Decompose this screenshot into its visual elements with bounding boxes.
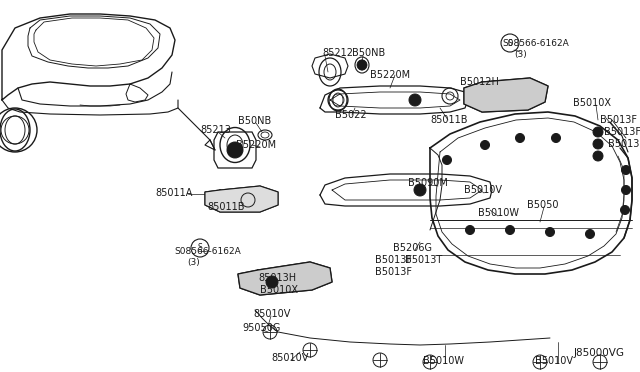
Circle shape bbox=[442, 155, 451, 164]
Text: B5010X: B5010X bbox=[260, 285, 298, 295]
Text: (3): (3) bbox=[187, 259, 200, 267]
Circle shape bbox=[545, 228, 554, 237]
Circle shape bbox=[515, 134, 525, 142]
Text: 95050G: 95050G bbox=[242, 323, 280, 333]
Text: B5022: B5022 bbox=[335, 110, 367, 120]
Text: 85013H: 85013H bbox=[258, 273, 296, 283]
Text: 85011B: 85011B bbox=[430, 115, 467, 125]
Text: B5220M: B5220M bbox=[236, 140, 276, 150]
Text: S08566-6162A: S08566-6162A bbox=[174, 247, 241, 256]
Polygon shape bbox=[464, 78, 548, 112]
Text: S: S bbox=[198, 244, 202, 253]
Text: 85011A: 85011A bbox=[155, 188, 193, 198]
Text: B5013F: B5013F bbox=[375, 255, 412, 265]
Circle shape bbox=[593, 151, 603, 161]
Text: 85212: 85212 bbox=[322, 48, 353, 58]
Text: 85010V: 85010V bbox=[253, 309, 291, 319]
Text: S: S bbox=[508, 38, 513, 48]
Circle shape bbox=[621, 186, 630, 195]
Text: B5010V: B5010V bbox=[464, 185, 502, 195]
Text: B5010V: B5010V bbox=[535, 356, 573, 366]
Text: J85000VG: J85000VG bbox=[574, 348, 625, 358]
Text: B5013F: B5013F bbox=[608, 139, 640, 149]
Text: B5010W: B5010W bbox=[423, 356, 464, 366]
Circle shape bbox=[586, 230, 595, 238]
Text: S08566-6162A: S08566-6162A bbox=[502, 38, 569, 48]
Circle shape bbox=[593, 139, 603, 149]
Circle shape bbox=[227, 142, 243, 158]
Circle shape bbox=[266, 276, 278, 288]
Circle shape bbox=[409, 94, 421, 106]
Text: B5010W: B5010W bbox=[478, 208, 519, 218]
Text: B5013F: B5013F bbox=[604, 127, 640, 137]
Circle shape bbox=[552, 134, 561, 142]
Text: B50NB: B50NB bbox=[352, 48, 385, 58]
Text: (3): (3) bbox=[514, 51, 527, 60]
Circle shape bbox=[593, 127, 603, 137]
Polygon shape bbox=[205, 186, 278, 212]
Polygon shape bbox=[238, 262, 332, 295]
Circle shape bbox=[481, 141, 490, 150]
Text: B5013T: B5013T bbox=[405, 255, 442, 265]
Text: B5050: B5050 bbox=[527, 200, 559, 210]
Text: B5090M: B5090M bbox=[408, 178, 448, 188]
Text: B5010X: B5010X bbox=[573, 98, 611, 108]
Circle shape bbox=[506, 225, 515, 234]
Text: B50NB: B50NB bbox=[238, 116, 271, 126]
Circle shape bbox=[357, 60, 367, 70]
Text: B5013F: B5013F bbox=[600, 115, 637, 125]
Text: 85011B: 85011B bbox=[207, 202, 244, 212]
Circle shape bbox=[414, 184, 426, 196]
Text: B5012H: B5012H bbox=[460, 77, 499, 87]
Text: B5220M: B5220M bbox=[370, 70, 410, 80]
Text: B5013F: B5013F bbox=[375, 267, 412, 277]
Circle shape bbox=[621, 205, 630, 215]
Text: 85010V: 85010V bbox=[271, 353, 308, 363]
Circle shape bbox=[621, 166, 630, 174]
Text: 85213: 85213 bbox=[200, 125, 231, 135]
Circle shape bbox=[465, 225, 474, 234]
Text: B5206G: B5206G bbox=[393, 243, 432, 253]
